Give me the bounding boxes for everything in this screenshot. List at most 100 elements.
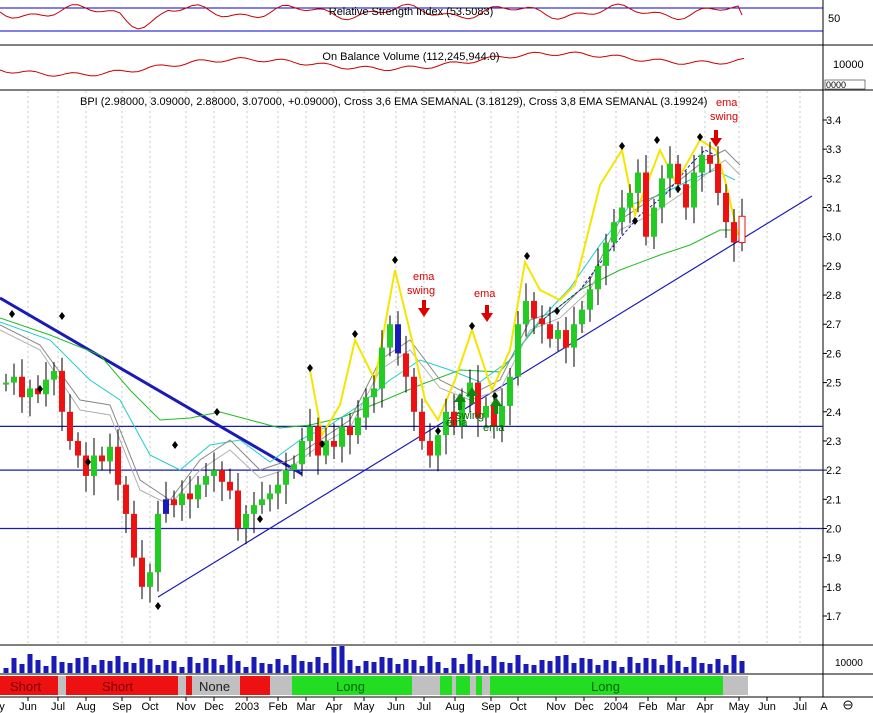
price-tick-label: 2.7	[826, 319, 841, 331]
volume-bar	[27, 654, 33, 673]
x-tick-label: Jul	[417, 701, 431, 713]
price-tick-label: 3.1	[826, 203, 841, 215]
volume-bar	[387, 658, 393, 673]
volume-bar	[283, 665, 289, 673]
x-tick-label: Feb	[269, 701, 288, 713]
signal-label-none: None	[199, 679, 230, 694]
candle-body	[507, 376, 513, 406]
settings-icon[interactable]	[843, 700, 853, 710]
volume-bar	[403, 659, 409, 673]
rsi-panel: Relative Strength Index (53.5083) 50	[0, 3, 840, 32]
volume-bar	[251, 657, 257, 673]
volume-bar	[91, 665, 97, 673]
volume-bar	[75, 658, 81, 673]
candle-body	[403, 353, 409, 377]
candle-body	[227, 481, 233, 491]
candle-body	[155, 513, 161, 573]
volume-bar	[323, 663, 329, 673]
volume-bar	[3, 668, 9, 673]
volume-bar	[395, 664, 401, 673]
volume-bar	[667, 655, 673, 673]
candle-body	[251, 505, 257, 514]
candle-body	[467, 382, 473, 398]
volume-bar	[331, 647, 337, 673]
volume-bar	[603, 660, 609, 673]
candle-body	[315, 426, 321, 456]
volume-bar	[211, 659, 217, 673]
volume-bar	[299, 661, 305, 673]
candle-body	[331, 440, 337, 447]
volume-bar	[587, 659, 593, 673]
x-tick-label: Nov	[546, 701, 566, 713]
candle-body	[27, 388, 33, 398]
x-tick-label: Jul	[793, 701, 807, 713]
candle-body	[443, 411, 449, 436]
downtrend-line	[0, 296, 303, 476]
volume-bar	[131, 663, 137, 673]
candle-body	[267, 493, 273, 500]
swing-line	[309, 138, 739, 438]
price-tick-label: 3.2	[826, 173, 841, 185]
volume-bar	[243, 667, 249, 673]
candle-body	[131, 513, 137, 558]
candle-body	[187, 493, 193, 500]
x-tick-label: Jun	[758, 701, 776, 713]
volume-bar	[523, 664, 529, 673]
annotation-ema-4: ema	[483, 422, 505, 434]
price-tick-label: 2.4	[826, 407, 841, 419]
x-tick-label: Aug	[76, 701, 96, 713]
volume-bar	[507, 663, 513, 673]
x-tick-label: Dec	[204, 701, 224, 713]
candle-body	[627, 192, 633, 208]
candle-body	[163, 499, 169, 514]
annotation-swing-5: swing	[710, 111, 738, 123]
candle-body	[355, 417, 361, 436]
price-tick-label: 3.0	[826, 232, 841, 244]
price-tick-label: 1.7	[826, 611, 841, 623]
candle-body	[35, 388, 41, 395]
volume-bar	[59, 662, 65, 673]
volume-bar	[203, 658, 209, 673]
volume-bar	[659, 665, 665, 673]
candle-body	[523, 300, 529, 325]
volume-bar	[171, 661, 177, 673]
volume-bar	[539, 660, 545, 673]
volume-bar	[619, 667, 625, 673]
annotation-ema-5: ema	[716, 97, 738, 109]
x-tick-label: y	[0, 701, 5, 713]
volume-bar	[699, 663, 705, 673]
candle-body	[395, 324, 401, 354]
volume-bar	[219, 665, 225, 673]
candle-body	[715, 163, 721, 193]
volume-bar	[467, 654, 473, 673]
candle-body	[275, 484, 281, 494]
candle-body	[219, 470, 225, 482]
volume-bar	[563, 655, 569, 673]
volume-bar	[435, 662, 441, 673]
candle-body	[738, 215, 746, 244]
x-axis-labels: y Jun Jul Aug Sep Oct Nov Dec 2003 Feb Mar Apr May Ju…	[0, 697, 828, 713]
candle-body	[115, 446, 121, 485]
volume-bar	[379, 657, 385, 673]
candle-body	[563, 330, 569, 348]
candle-body	[491, 405, 497, 427]
x-tick-label: Sep	[112, 701, 132, 713]
x-tick-label: 2003	[235, 701, 259, 713]
volume-bar	[443, 668, 449, 673]
signal-label-short-2: Short	[102, 679, 133, 694]
price-tick-label: 2.5	[826, 378, 841, 390]
annotation-ema-3: ema	[446, 417, 468, 429]
candle-body	[571, 324, 577, 348]
candle-body	[75, 440, 81, 456]
candle-body	[603, 242, 609, 266]
candle-body	[259, 499, 265, 506]
volume-bar	[259, 663, 265, 673]
candle-body	[451, 411, 457, 427]
volume-bar	[739, 661, 745, 673]
x-tick-label: Nov	[176, 701, 196, 713]
price-tick-label: 2.3	[826, 436, 841, 448]
candle-body	[611, 222, 617, 243]
price-tick-label: 3.4	[826, 115, 841, 127]
volume-bar	[163, 660, 169, 673]
volume-bar	[555, 656, 561, 673]
